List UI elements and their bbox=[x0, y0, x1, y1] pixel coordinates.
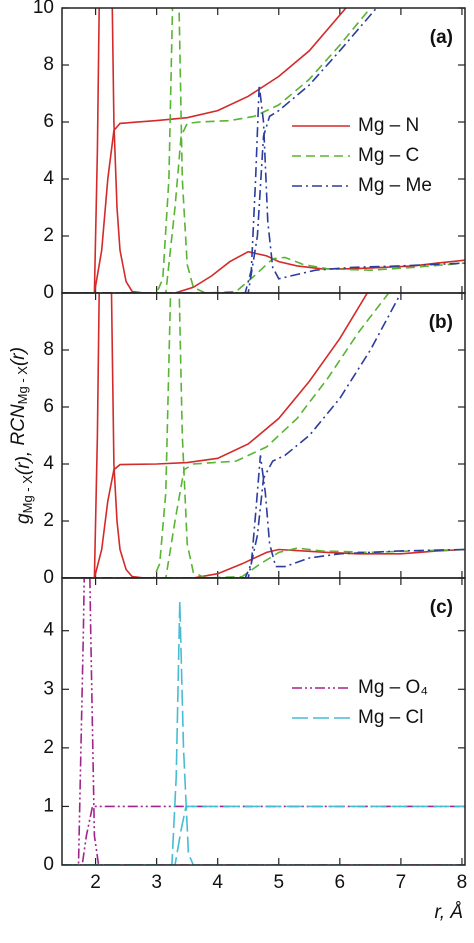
y-tick-label: 4 bbox=[43, 453, 54, 474]
legend-label: Mg – O₄ bbox=[358, 677, 428, 698]
plot-area bbox=[62, 578, 465, 865]
y-tick-label: 0 bbox=[43, 282, 54, 303]
frame bbox=[61, 292, 466, 579]
legend-label: Mg – N bbox=[358, 115, 419, 136]
y-tick-label: 2 bbox=[43, 510, 54, 531]
y-axis-label-part: RCN bbox=[8, 404, 29, 445]
panel-label: (c) bbox=[430, 597, 453, 618]
y-axis-label-part: Mg - X bbox=[15, 366, 30, 405]
legend-label: Mg – Me bbox=[358, 175, 432, 196]
rcn-line bbox=[62, 8, 378, 293]
rcn-line bbox=[62, 805, 465, 865]
rdf-line bbox=[62, 578, 465, 865]
y-tick-label: 8 bbox=[43, 54, 54, 75]
y-axis-label-part: g bbox=[13, 513, 34, 524]
rdf-line bbox=[62, 84, 465, 293]
rdf-line bbox=[62, 601, 465, 865]
x-tick-label: 2 bbox=[90, 872, 101, 893]
y-tick-label: 1 bbox=[43, 795, 54, 816]
y-tick-label: 0 bbox=[43, 567, 54, 588]
rcn-line bbox=[62, 805, 465, 865]
frame bbox=[61, 577, 466, 866]
rdf-line bbox=[62, 455, 465, 578]
rcn-line bbox=[62, 8, 372, 293]
x-tick-label: 4 bbox=[212, 872, 223, 893]
rcn-line bbox=[62, 293, 402, 578]
y-tick-label: 6 bbox=[43, 396, 54, 417]
panel-label: (a) bbox=[430, 27, 453, 48]
y-axis-label: gMg - X(r), RCNMg - X(r) bbox=[8, 347, 35, 524]
x-tick-label: 5 bbox=[273, 872, 284, 893]
legend-label: Mg – Cl bbox=[358, 707, 423, 728]
plot-area bbox=[62, 8, 465, 293]
x-tick-label: 8 bbox=[457, 872, 468, 893]
rcn-line bbox=[62, 8, 347, 293]
y-tick-label: 4 bbox=[43, 620, 54, 641]
y-tick-label: 6 bbox=[43, 111, 54, 132]
y-tick-label: 10 bbox=[33, 0, 54, 18]
y-tick-label: 2 bbox=[43, 225, 54, 246]
y-axis-label-part: (r), bbox=[13, 446, 34, 476]
y-tick-label: 2 bbox=[43, 737, 54, 758]
rdf-line bbox=[62, 293, 465, 578]
panel-label: (b) bbox=[429, 312, 453, 333]
y-tick-label: 4 bbox=[43, 168, 54, 189]
x-tick-label: 3 bbox=[151, 872, 162, 893]
legend-label: Mg – C bbox=[358, 145, 419, 166]
x-axis-label: r, Å bbox=[434, 902, 463, 923]
x-tick-label: 7 bbox=[396, 872, 407, 893]
y-tick-label: 0 bbox=[43, 854, 54, 875]
x-tick-label: 6 bbox=[335, 872, 346, 893]
y-tick-label: 3 bbox=[43, 678, 54, 699]
y-axis-label-part: Mg - X bbox=[20, 475, 35, 514]
rcn-line bbox=[62, 293, 369, 578]
rcn-line bbox=[62, 293, 390, 578]
y-tick-label: 8 bbox=[43, 339, 54, 360]
rdf-line bbox=[62, 8, 465, 293]
y-axis-label-part: (r) bbox=[8, 347, 29, 366]
